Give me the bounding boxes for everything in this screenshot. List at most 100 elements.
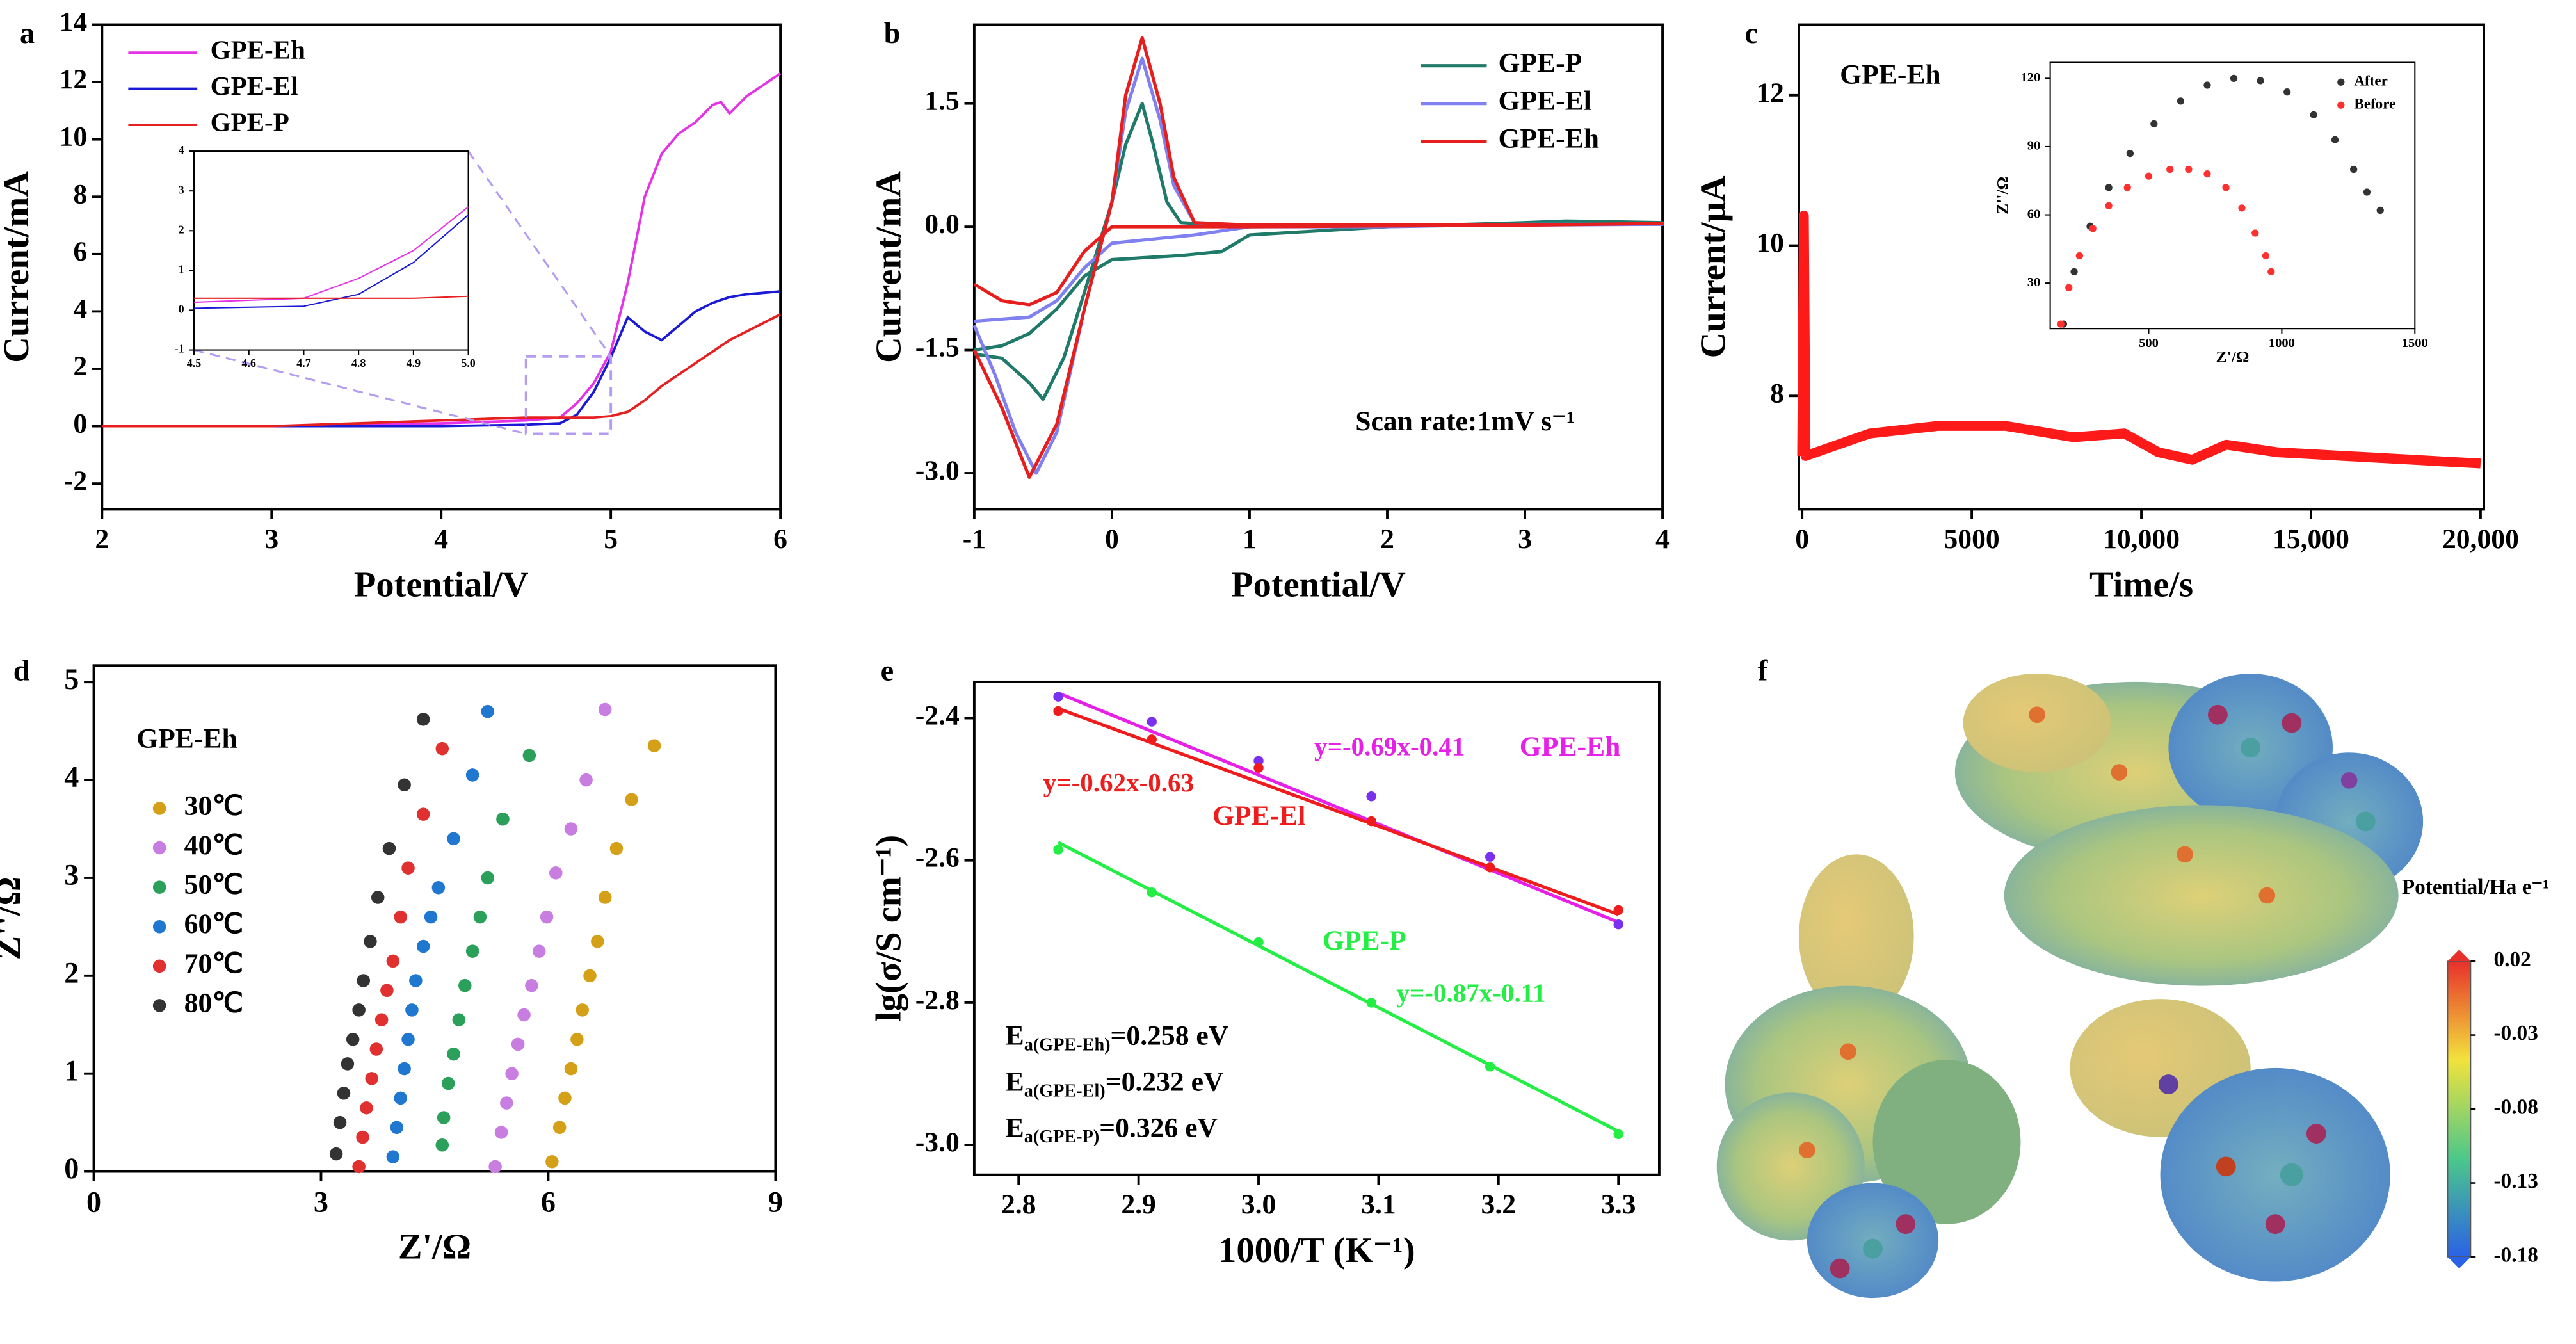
activation-energy: Ea(GPE-Eh)=0.258 eV [1006,1021,1229,1055]
point [598,891,612,904]
value: =0.326 eV [1099,1112,1218,1143]
y-tick-label: 3 [179,183,184,196]
panel-label: c [1744,17,1758,49]
inset-point [2070,268,2078,276]
point [1147,887,1157,898]
x-tick-label: 20,000 [2442,524,2519,555]
point [505,1067,519,1080]
y-tick-label: 1.5 [924,86,960,117]
inset-point [2185,165,2193,174]
subscript: a(GPE-El) [1024,1081,1106,1101]
point [564,1062,578,1076]
y-tick-label: 6 [73,236,87,267]
y-tick-label: 5 [64,663,79,695]
point [1366,816,1376,827]
y-tick-label: 10 [1756,228,1784,259]
point [356,1130,369,1144]
point [532,944,546,958]
point [481,871,495,885]
point [458,978,472,992]
point [333,1115,347,1129]
y-tick-label: 3 [64,859,79,891]
y-tick-label: -2.6 [915,843,960,873]
point [545,1155,559,1169]
point [552,1121,567,1135]
inset-point [2057,320,2065,328]
y-tick-label: 14 [60,7,88,38]
point [500,1096,513,1110]
inset-point [2230,74,2238,83]
point [380,984,394,998]
point [435,1138,449,1152]
point [401,861,415,875]
point [647,739,661,752]
x-tick-label: -1 [963,524,986,555]
point [511,1037,525,1051]
x-tick-label: 4 [434,524,448,555]
colorbar-end [2447,1257,2471,1268]
x-axis-label: Z'/Ω [398,1227,471,1267]
y-tick-label: 0 [73,409,87,439]
point [390,1121,404,1135]
point [576,1003,589,1017]
line [102,72,782,428]
legend-marker [152,959,166,973]
legend-label: GPE-P [1498,48,1582,79]
molecule-atoms [1799,704,2376,1279]
legend-label: GPE-Eh [211,35,305,65]
y-tick-label: 1 [179,263,184,275]
legend-label: 60℃ [184,909,244,939]
inset-point [2310,111,2317,118]
legend-label: GPE-El [211,71,298,101]
point [1253,756,1264,766]
point [398,778,411,792]
symbol: E [1006,1021,1024,1051]
point [401,1032,415,1046]
y-tick-label: -3.0 [915,1127,960,1158]
x-tick-label: 3 [264,524,278,555]
point [583,969,597,983]
point [337,1087,351,1100]
x-tick-label: 4.9 [407,357,421,369]
x-tick-label: 3 [314,1186,328,1219]
point [564,822,578,836]
point [405,1003,419,1017]
point [360,1101,373,1115]
point [447,1047,460,1061]
point [609,841,624,855]
point [369,1042,383,1056]
legend-marker [152,919,166,934]
inset-line [194,214,469,309]
x-tick-label: 4.7 [296,357,310,369]
point [1147,717,1157,727]
annotation: GPE-Eh [1840,60,1941,90]
y-axis-label: Current/mA [869,171,909,363]
x-tick-label: 1000 [2269,336,2295,350]
y-tick-label: -2.8 [915,985,960,1016]
inset-point [2123,184,2131,191]
zoom-box [524,355,613,435]
panel-label: b [884,17,901,49]
legend-marker [2337,78,2345,86]
point [1485,852,1495,862]
point [346,1032,360,1046]
x-tick-label: 5.0 [461,357,475,369]
x-axis-label: 1000/T (K⁻¹) [1218,1231,1415,1270]
point [435,741,449,756]
colorbar-end [2447,950,2471,962]
y-tick-label: 120 [2020,70,2040,85]
point [416,713,430,726]
point [540,910,554,924]
annotation: GPE-Eh [136,723,237,754]
current-trace [1797,210,2481,469]
point [598,702,612,717]
x-tick-label: 4.6 [242,357,256,369]
point [394,1091,407,1105]
x-axis-label: Potential/V [354,565,529,605]
point [1053,706,1063,717]
y-tick-label: 8 [1770,378,1784,409]
colorbar-tick-label: -0.13 [2493,1169,2538,1193]
point [365,1072,379,1085]
subscript: a(GPE-P) [1024,1128,1100,1147]
point [494,1126,508,1139]
